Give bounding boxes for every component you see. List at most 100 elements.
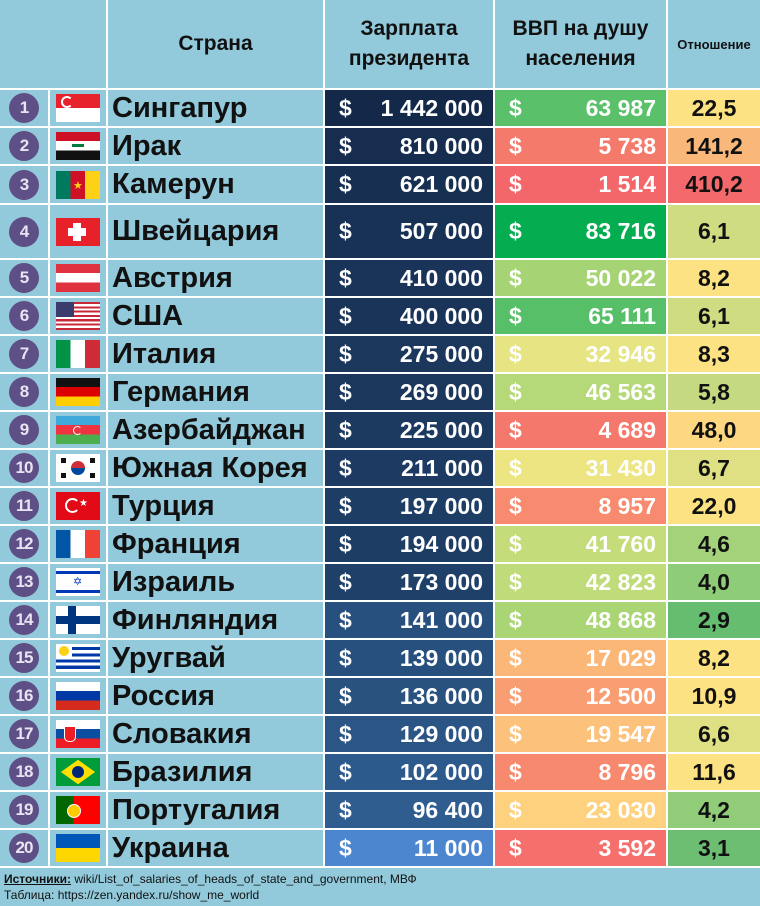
gdp-cell: $83 716 (495, 205, 668, 258)
dollar-sign: $ (509, 218, 522, 244)
italy-flag-icon (56, 340, 100, 368)
rank-cell: 6 (0, 298, 50, 334)
gdp-value: 32 946 (585, 340, 656, 367)
salary-cell: $225 000 (325, 412, 495, 448)
gdp-cell: $19 547 (495, 716, 668, 752)
table-body: 1 Сингапур $1 442 000 $63 987 22,5 2 Ирак $810 … (0, 90, 760, 868)
country-name: Украина (108, 830, 325, 866)
dollar-sign: $ (509, 796, 522, 823)
gdp-cell: $46 563 (495, 374, 668, 410)
salary-cell: $400 000 (325, 298, 495, 334)
flag-cell (50, 205, 108, 258)
ratio-cell: 5,8 (668, 374, 760, 410)
dollar-sign: $ (339, 132, 352, 159)
salary-value: 225 000 (399, 416, 483, 443)
salary-value: 211 000 (401, 454, 483, 481)
header-salary-line2: президента (348, 47, 470, 70)
salary-value: 136 000 (399, 682, 483, 709)
table-row: 13 ✡ Израиль $173 000 $42 823 4,0 (0, 564, 760, 602)
rank-badge: 13 (9, 567, 39, 597)
dollar-sign: $ (509, 171, 522, 197)
ratio-cell: 4,6 (668, 526, 760, 562)
rank-cell: 19 (0, 792, 50, 828)
salary-cell: $194 000 (325, 526, 495, 562)
country-name: Турция (108, 488, 325, 524)
header-gdp-line1: ВВП на душу (512, 17, 649, 40)
country-name: Италия (108, 336, 325, 372)
dollar-sign: $ (509, 758, 522, 785)
country-name: Уругвай (108, 640, 325, 676)
gdp-value: 5 738 (598, 132, 656, 159)
salary-value: 507 000 (399, 218, 483, 244)
gdp-value: 23 030 (585, 796, 656, 823)
dollar-sign: $ (509, 530, 522, 557)
rank-badge: 15 (9, 643, 39, 673)
austria-flag-icon (56, 264, 100, 292)
header-salary-line1: Зарплата (360, 17, 458, 40)
country-name: Словакия (108, 716, 325, 752)
flag-cell (50, 90, 108, 126)
salary-cell: $102 000 (325, 754, 495, 790)
rank-badge: 4 (9, 216, 39, 247)
flag-cell (50, 526, 108, 562)
gdp-cell: $1 514 (495, 166, 668, 203)
rank-cell: 16 (0, 678, 50, 714)
flag-cell (50, 640, 108, 676)
gdp-cell: $3 592 (495, 830, 668, 866)
ratio-cell: 4,2 (668, 792, 760, 828)
rank-badge: 6 (9, 301, 39, 331)
turkey-flag-icon: ★ (56, 492, 100, 520)
gdp-cell: $4 689 (495, 412, 668, 448)
salary-value: 275 000 (399, 340, 483, 367)
gdp-value: 63 987 (585, 94, 656, 121)
dollar-sign: $ (339, 644, 352, 671)
country-name: Сингапур (108, 90, 325, 126)
salary-value: 96 400 (412, 796, 483, 823)
flag-cell (50, 678, 108, 714)
salary-cell: $141 000 (325, 602, 495, 638)
table-row: 9 Азербайджан $225 000 $4 689 48,0 (0, 412, 760, 450)
salary-cell: $211 000 (325, 450, 495, 486)
rank-badge: 18 (9, 757, 39, 787)
gdp-cell: $41 760 (495, 526, 668, 562)
ratio-cell: 410,2 (668, 166, 760, 203)
dollar-sign: $ (339, 416, 352, 443)
flag-cell: ★ (50, 166, 108, 203)
salary-value: 810 000 (399, 132, 483, 159)
salary-value: 400 000 (399, 302, 483, 329)
gdp-value: 83 716 (585, 218, 656, 244)
gdp-cell: $12 500 (495, 678, 668, 714)
gdp-value: 31 430 (585, 454, 656, 481)
cameroon-flag-icon: ★ (56, 170, 100, 199)
rank-cell: 18 (0, 754, 50, 790)
rank-cell: 1 (0, 90, 50, 126)
dollar-sign: $ (509, 416, 522, 443)
flag-cell (50, 298, 108, 334)
usa-flag-icon (56, 302, 100, 330)
rank-cell: 5 (0, 260, 50, 296)
flag-cell (50, 260, 108, 296)
dollar-sign: $ (509, 720, 522, 747)
ratio-cell: 22,0 (668, 488, 760, 524)
gdp-value: 17 029 (585, 644, 656, 671)
dollar-sign: $ (339, 171, 352, 197)
rank-badge: 10 (9, 453, 39, 483)
dollar-sign: $ (339, 720, 352, 747)
country-name: Израиль (108, 564, 325, 600)
gdp-cell: $63 987 (495, 90, 668, 126)
table-row: 6 США $400 000 $65 111 6,1 (0, 298, 760, 336)
country-name: Бразилия (108, 754, 325, 790)
dollar-sign: $ (339, 454, 352, 481)
israel-flag-icon: ✡ (56, 568, 100, 596)
salary-cell: $507 000 (325, 205, 495, 258)
azerbaijan-flag-icon (56, 416, 100, 444)
sources-text: wiki/List_of_salaries_of_heads_of_state_… (71, 872, 417, 886)
header-gdp-line2: населения (525, 47, 636, 70)
table-row: 12 Франция $194 000 $41 760 4,6 (0, 526, 760, 564)
dollar-sign: $ (509, 682, 522, 709)
gdp-value: 3 592 (598, 834, 656, 861)
salary-cell: $197 000 (325, 488, 495, 524)
ratio-cell: 6,7 (668, 450, 760, 486)
header-ratio: Отношение (668, 0, 760, 88)
germany-flag-icon (56, 378, 100, 406)
